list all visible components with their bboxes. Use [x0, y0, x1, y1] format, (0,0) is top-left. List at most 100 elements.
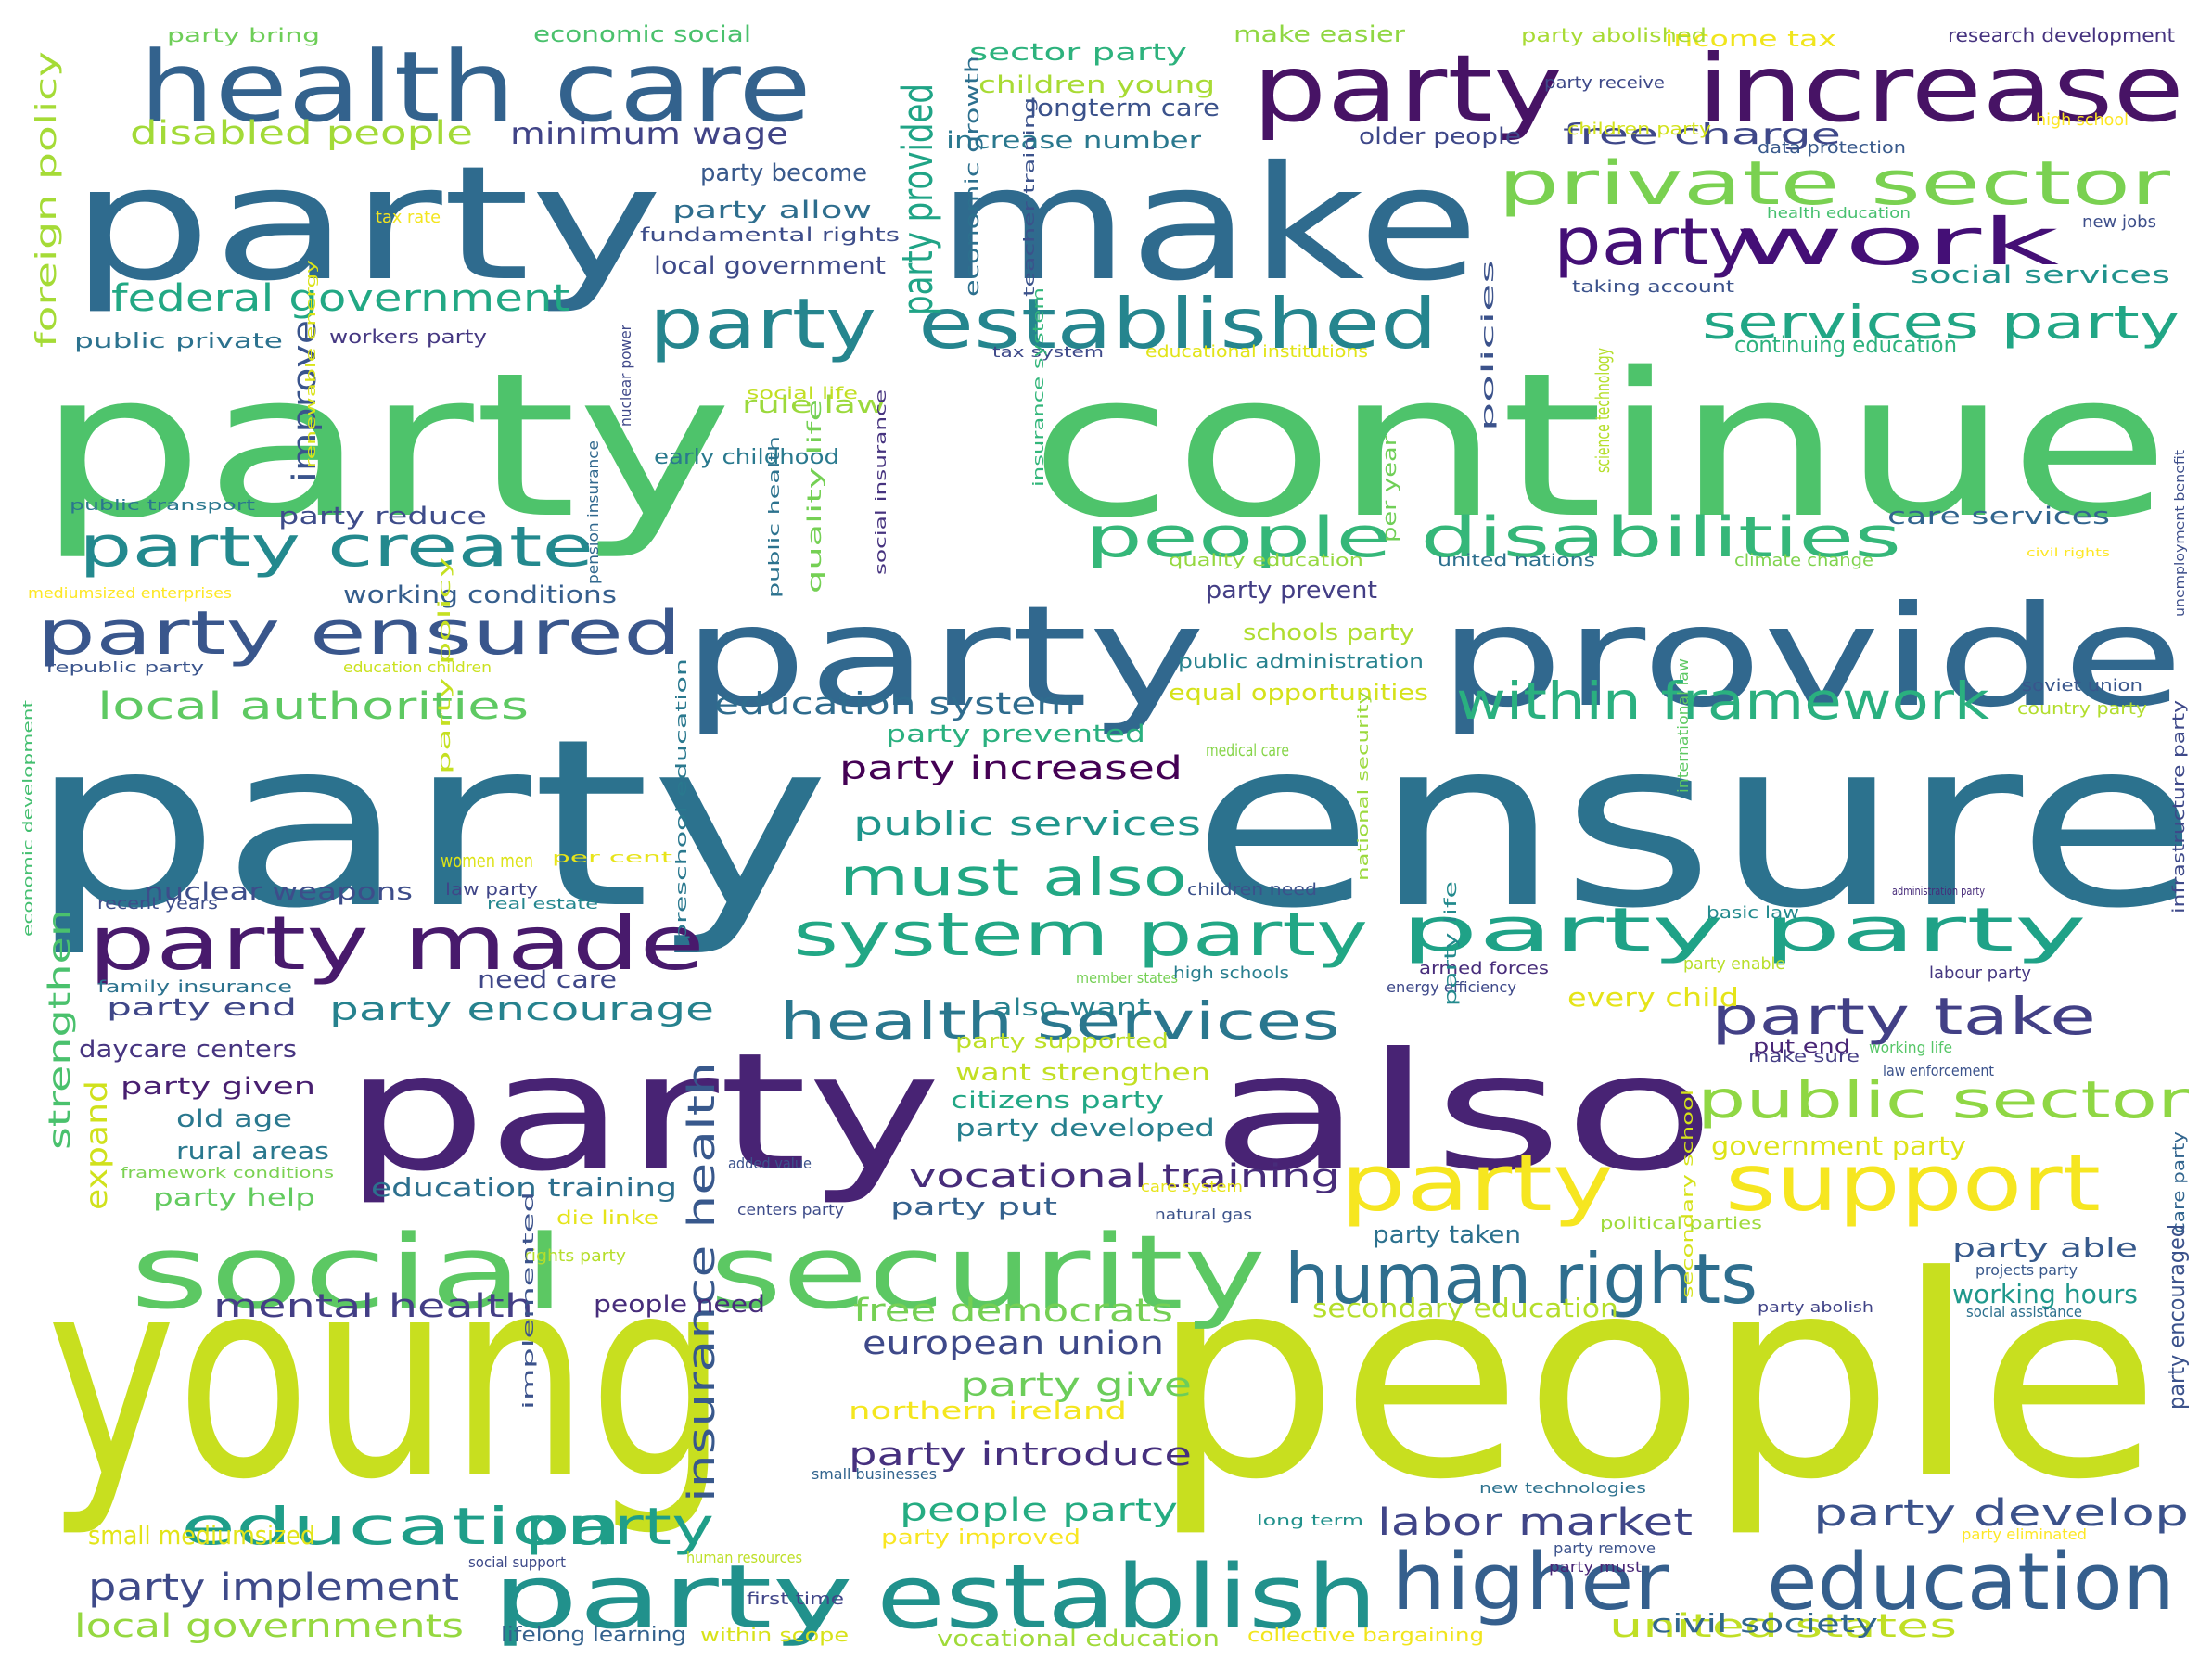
cloud-word-fragment: party reduce	[278, 503, 487, 530]
cloud-word-small-mediumsized: small mediumsized	[88, 1520, 315, 1551]
cloud-word-fragment: natural gas	[1155, 1206, 1252, 1223]
cloud-word-daycare-centers: daycare centers	[79, 1036, 297, 1064]
cloud-word-fragment: increase	[1697, 34, 2184, 143]
cloud-word-fragment: lifelong learning	[501, 1624, 686, 1647]
cloud-word-fragment: continuing education	[1734, 332, 1957, 358]
cloud-word-fragment: party help	[153, 1184, 315, 1212]
cloud-word-social-support: social support	[468, 1553, 566, 1571]
cloud-word-fragment: tax system	[992, 343, 1104, 361]
cloud-word-implemented: implemented	[519, 1192, 537, 1410]
cloud-word-federal-government: federal government	[111, 277, 570, 320]
cloud-word-fragment: real estate	[487, 895, 598, 913]
cloud-word-fragment: labour party	[1929, 964, 2031, 983]
cloud-word-party-provide: party provide	[682, 577, 2184, 738]
cloud-word-fragment: also	[1210, 1019, 1716, 1207]
cloud-word-fragment: equal opportunities	[1169, 680, 1428, 706]
cloud-word-fragment: party	[524, 1497, 714, 1556]
cloud-word-fragment: health care	[139, 31, 812, 144]
cloud-word-children-need: children need	[1187, 880, 1317, 900]
cloud-word-fragment: party eliminated	[1962, 1525, 2087, 1543]
cloud-word-fragment: insurance health	[681, 1062, 723, 1502]
cloud-word-first-time: first time	[747, 1589, 844, 1609]
cloud-word-party-made: party made	[88, 900, 705, 987]
cloud-word-fragment: party increased	[839, 750, 1183, 787]
cloud-word-law-enforcement: law enforcement	[1883, 1062, 1994, 1079]
cloud-word-fragment: education children	[343, 658, 492, 676]
cloud-word-government-party: government party	[1711, 1130, 1966, 1161]
cloud-word-fragment: support	[1725, 1138, 2101, 1230]
cloud-word-fragment: public transport	[70, 496, 255, 514]
cloud-word-fragment: party prevented	[886, 721, 1145, 748]
cloud-word-income-tax: income tax	[1665, 26, 1836, 52]
cloud-word-fragment: improve	[287, 320, 324, 482]
cloud-word-local-governments: local governments	[74, 1608, 464, 1645]
cloud-word-party-create: party create	[79, 515, 594, 580]
cloud-word-must-also: must also	[839, 848, 1187, 907]
cloud-word-fragment: schools party	[1243, 619, 1414, 645]
cloud-word-fragment: party encouraged	[2164, 1224, 2190, 1410]
cloud-word-northern-ireland: northern ireland	[849, 1398, 1127, 1425]
cloud-word-climate-change: climate change	[1734, 551, 1873, 570]
cloud-word-fragment: public health	[765, 436, 783, 598]
cloud-word-fragment: increase number	[946, 127, 1201, 155]
cloud-word-fragment: per cent	[552, 849, 672, 866]
cloud-word-higher-education: higher education	[1391, 1537, 2175, 1628]
cloud-word-fragment: new jobs	[2082, 212, 2156, 232]
cloud-word-fragment: party life	[1441, 881, 1461, 1006]
cloud-word-fragment: working hours	[1952, 1279, 2138, 1309]
cloud-word-working-hours: working hours	[1952, 1279, 2138, 1309]
cloud-word-fragment: daycare centers	[79, 1036, 297, 1064]
cloud-word-fragment: services party	[1702, 296, 2180, 350]
cloud-word-medical-care: medical care	[1206, 741, 1289, 760]
cloud-word-health-services: health services	[779, 991, 1340, 1051]
cloud-word-fragment: human resources	[686, 1549, 802, 1566]
cloud-word-fragment: european union	[863, 1325, 1164, 1362]
cloud-word-fragment: young	[46, 1217, 728, 1540]
cloud-word-fragment: education	[1767, 1537, 2175, 1628]
cloud-word-party-encourage: party encourage	[329, 991, 714, 1028]
cloud-word-fragment: party abolish	[1758, 1298, 1873, 1316]
cloud-word-collective-bargaining: collective bargaining	[1247, 1624, 1484, 1646]
cloud-word-party-ensured: party ensured	[37, 599, 682, 669]
cloud-word-renewable-energy: renewable energy	[304, 260, 319, 468]
cloud-word-fragment: quality life	[803, 399, 825, 593]
cloud-word-fragment: party	[1340, 1138, 1614, 1230]
cloud-word-party-also: party also	[343, 1019, 1716, 1207]
cloud-word-fragment: infrastructure party	[2169, 700, 2189, 913]
cloud-word-fragment: small mediumsized	[88, 1520, 315, 1551]
cloud-word-labour-party: labour party	[1929, 964, 2031, 983]
cloud-word-public-health: public health	[765, 436, 783, 598]
cloud-word-fragment: vocational education	[937, 1626, 1220, 1652]
cloud-word-continuing-education: continuing education	[1734, 332, 1957, 358]
cloud-word-old-age: old age	[176, 1105, 292, 1133]
cloud-word-party-support: party support	[1340, 1138, 2101, 1230]
cloud-word-civil-rights: civil rights	[2027, 546, 2110, 559]
cloud-word-fragment: disabled people	[130, 115, 473, 152]
cloud-word-fragment: public services	[853, 806, 1201, 843]
cloud-word-fragment: rule law	[742, 391, 886, 419]
cloud-word-nuclear-power: nuclear power	[617, 325, 634, 427]
cloud-word-mediumsized-enterprises: mediumsized enterprises	[28, 584, 232, 602]
cloud-word-fragment: party put	[890, 1193, 1057, 1221]
cloud-word-fragment: citizens party	[951, 1087, 1164, 1115]
cloud-word-european-union: european union	[863, 1325, 1164, 1362]
cloud-word-fragment: government party	[1711, 1130, 1966, 1161]
cloud-word-fragment: long term	[1257, 1512, 1363, 1529]
cloud-word-fragment: children party	[1567, 120, 1711, 139]
cloud-word-public-transport: public transport	[70, 496, 255, 514]
cloud-word-fragment: projects party	[1975, 1261, 2078, 1279]
cloud-word-fragment: labor market	[1377, 1501, 1693, 1544]
cloud-word-party-established: party established	[649, 283, 1438, 364]
cloud-word-party-take: party take	[1711, 987, 2096, 1046]
cloud-word-young-people: young people	[46, 1217, 2161, 1540]
cloud-word-party-given: party given	[121, 1073, 315, 1101]
cloud-word-country-party: country party	[2017, 699, 2147, 719]
cloud-word-fragment: high schools	[1173, 964, 1289, 983]
cloud-word-fragment: national security	[1354, 691, 1372, 881]
cloud-word-taking-account: taking account	[1572, 277, 1734, 297]
cloud-word-policies: policies	[1478, 260, 1498, 431]
cloud-word-fragment: implemented	[519, 1192, 537, 1410]
cloud-word-science-technology: science technology	[1592, 348, 1614, 473]
cloud-word-social-security: social security	[130, 1213, 1266, 1332]
